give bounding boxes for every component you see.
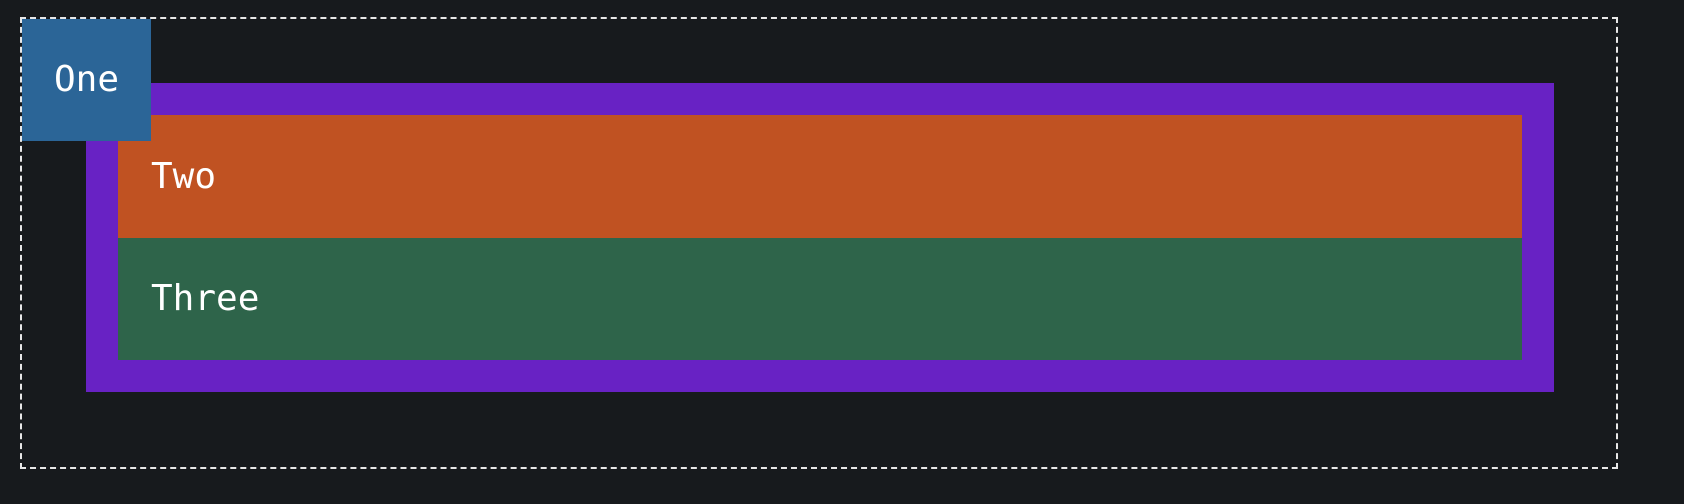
box-two-label: Two	[151, 155, 217, 197]
outer-dashed-frame	[20, 17, 1618, 469]
box-two: Two	[118, 115, 1522, 238]
box-three: Three	[118, 238, 1522, 360]
box-one-label: One	[53, 59, 120, 100]
box-three-label: Three	[151, 278, 260, 319]
box-one: One	[22, 19, 151, 141]
